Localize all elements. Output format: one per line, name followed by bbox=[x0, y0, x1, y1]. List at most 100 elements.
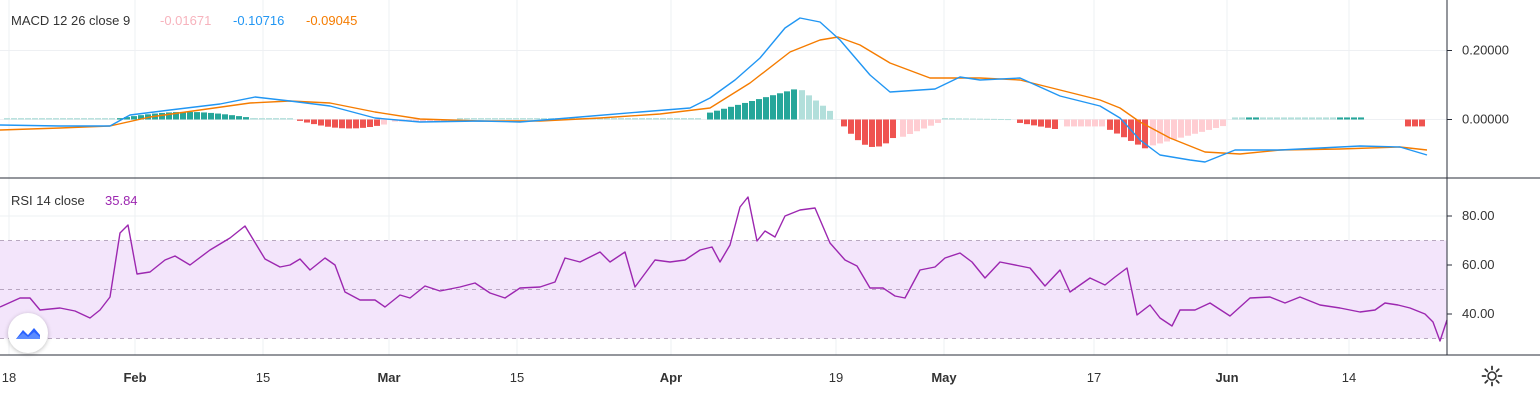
macd-histogram-bar bbox=[1213, 119, 1219, 128]
macd-histogram-bar bbox=[784, 91, 790, 120]
macd-histogram-bar bbox=[457, 118, 463, 120]
macd-histogram-bar bbox=[1085, 119, 1091, 127]
macd-histogram-bar bbox=[381, 119, 387, 125]
macd-histogram-bar bbox=[632, 118, 638, 120]
rsi-legend-title: RSI 14 close bbox=[11, 193, 85, 208]
tradingview-logo-icon[interactable] bbox=[8, 313, 48, 353]
macd-histogram-bar bbox=[159, 112, 165, 120]
macd-histogram-bar bbox=[742, 102, 748, 120]
macd-histogram-bar bbox=[243, 117, 249, 120]
macd-histogram-bar bbox=[1288, 117, 1294, 120]
macd-histogram-bar bbox=[39, 118, 45, 120]
macd-histogram-bar bbox=[25, 118, 31, 120]
macd-histogram-bar bbox=[18, 118, 24, 120]
x-axis-label: 15 bbox=[510, 370, 524, 385]
macd-histogram-bar bbox=[102, 118, 108, 120]
macd-histogram-bar bbox=[1078, 119, 1084, 127]
macd-histogram-bar bbox=[970, 118, 976, 120]
macd-histogram-bar bbox=[639, 118, 645, 120]
x-axis[interactable]: 18 Feb 15 Mar 15 Apr 19 May 17 Jun 14 bbox=[2, 370, 1356, 385]
macd-histogram-bar bbox=[928, 119, 934, 126]
macd-histogram-bar bbox=[949, 118, 955, 120]
rsi-y-tick-label: 80.00 bbox=[1462, 208, 1495, 223]
macd-histogram-bar bbox=[236, 116, 242, 120]
macd-histogram-bar bbox=[287, 118, 293, 120]
macd-histogram-bar bbox=[492, 118, 498, 120]
macd-histogram-bar bbox=[813, 100, 819, 120]
macd-histogram-bar bbox=[791, 89, 797, 120]
macd-histogram-bar bbox=[998, 118, 1004, 120]
macd-histogram-bar bbox=[124, 117, 130, 120]
macd-y-tick-label: 0.20000 bbox=[1462, 43, 1509, 58]
macd-histogram-bar bbox=[1157, 119, 1163, 144]
macd-histogram-bar bbox=[67, 118, 73, 120]
macd-histogram-bar bbox=[194, 112, 200, 120]
macd-histogram-bar bbox=[735, 104, 741, 120]
macd-histogram-bar bbox=[763, 97, 769, 120]
x-axis-label: 18 bbox=[2, 370, 16, 385]
macd-histogram-bar bbox=[1064, 119, 1070, 127]
macd-histogram-bar bbox=[520, 118, 526, 120]
macd-histogram-bar bbox=[1344, 117, 1350, 120]
macd-histogram-bar bbox=[674, 118, 680, 120]
macd-histogram-bar bbox=[1045, 119, 1051, 128]
macd-histogram-bar bbox=[1114, 119, 1120, 134]
macd-histogram-bar bbox=[74, 118, 80, 120]
macd-histogram-bar bbox=[688, 118, 694, 120]
macd-histogram-bar bbox=[1171, 119, 1177, 140]
macd-histogram-bar bbox=[138, 115, 144, 120]
macd-histogram-bar bbox=[252, 118, 258, 120]
macd-histogram-bar bbox=[1052, 119, 1058, 129]
macd-histogram-bar bbox=[131, 116, 137, 120]
macd-histogram-bar bbox=[273, 118, 279, 120]
macd-histogram-bar bbox=[1038, 119, 1044, 127]
macd-histogram-bar bbox=[1330, 117, 1336, 120]
rsi-y-tick-label: 60.00 bbox=[1462, 257, 1495, 272]
macd-histogram-bar bbox=[1309, 117, 1315, 120]
macd-pane[interactable] bbox=[0, 17, 1428, 163]
axes: 0.20000 0.00000 80.00 60.00 40.00 bbox=[0, 0, 1540, 356]
macd-histogram-bar bbox=[855, 119, 861, 141]
macd-histogram-bar bbox=[611, 118, 617, 120]
rsi-line bbox=[0, 196, 1448, 342]
macd-histogram-bar bbox=[921, 119, 927, 129]
macd-histogram-bar bbox=[311, 119, 317, 125]
macd-histogram-bar bbox=[534, 118, 540, 120]
macd-histogram-bar bbox=[541, 118, 547, 120]
macd-histogram-bar bbox=[441, 119, 447, 122]
macd-histogram-bar bbox=[46, 118, 52, 120]
rsi-pane[interactable] bbox=[0, 196, 1448, 342]
macd-histogram-bar bbox=[1281, 117, 1287, 120]
macd-histogram-bar bbox=[1253, 117, 1259, 120]
gear-icon[interactable] bbox=[1480, 364, 1504, 388]
macd-histogram-bar bbox=[471, 118, 477, 120]
macd-histogram-bar bbox=[346, 119, 352, 129]
macd-histogram-bar bbox=[201, 112, 207, 120]
macd-histogram-bar bbox=[883, 119, 889, 144]
macd-histogram-bar bbox=[318, 119, 324, 126]
macd-histogram-bar bbox=[339, 119, 345, 129]
macd-histogram-bar bbox=[695, 118, 701, 120]
macd-histogram-bar bbox=[266, 118, 272, 120]
x-axis-label: May bbox=[931, 370, 957, 385]
macd-histogram-bar bbox=[977, 118, 983, 120]
macd-histogram-bar bbox=[1005, 119, 1011, 121]
macd-legend-title: MACD 12 26 close 9 bbox=[11, 13, 130, 28]
macd-histogram-bar bbox=[513, 118, 519, 120]
macd-y-tick-label: 0.00000 bbox=[1462, 112, 1509, 127]
macd-histogram-bar bbox=[681, 118, 687, 120]
macd-histogram-bar bbox=[1239, 117, 1245, 120]
tradingview-logo-glyph bbox=[16, 328, 40, 339]
macd-histogram-bar bbox=[259, 118, 265, 120]
macd-histogram-bar bbox=[728, 106, 734, 120]
macd-histogram-bar bbox=[229, 115, 235, 120]
macd-histogram-bar bbox=[660, 118, 666, 120]
macd-histogram-bar bbox=[180, 111, 186, 120]
macd-histogram-bar bbox=[799, 90, 805, 120]
macd-histogram-bar bbox=[984, 118, 990, 120]
macd-histogram-bar bbox=[1150, 119, 1156, 146]
macd-histogram-bar bbox=[60, 118, 66, 120]
macd-histogram-bar bbox=[1164, 119, 1170, 142]
macd-histogram-bar bbox=[434, 119, 440, 122]
